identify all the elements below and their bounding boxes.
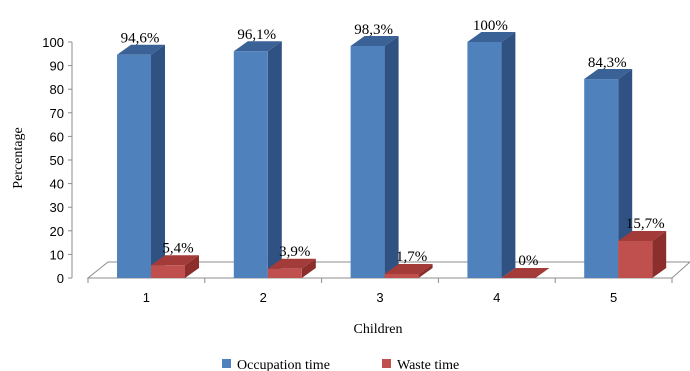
data-label-occupation-time-2: 96,1% [237, 27, 276, 43]
bar-occupation-time-1-side [151, 44, 165, 278]
bar-occupation-time-4-front [467, 42, 502, 278]
data-label-waste-time-2: 3,9% [279, 244, 310, 260]
y-tick-label-30: 30 [50, 200, 64, 215]
bar-occupation-time-2-top [233, 41, 282, 52]
legend-swatch-waste-time [382, 359, 391, 368]
data-label-waste-time-1: 5,4% [162, 240, 193, 256]
y-tick-label-50: 50 [50, 153, 64, 168]
data-label-occupation-time-1: 94,6% [121, 31, 160, 47]
y-axis-title: Percentage [11, 127, 26, 188]
bar-waste-time-1-side [185, 255, 199, 278]
y-tick-label-10: 10 [50, 247, 64, 262]
data-label-waste-time-5: 15,7% [626, 216, 665, 232]
bar-occupation-time-4-top [467, 32, 516, 42]
x-tick-label-4: 4 [493, 290, 500, 305]
bar-occupation-time-2-front [233, 51, 268, 279]
bar-occupation-time-5-top [584, 69, 633, 80]
bar-waste-time-2-front [267, 268, 302, 278]
data-label-waste-time-3: 1,7% [396, 249, 427, 265]
bar-waste-time-5-side [652, 230, 667, 278]
legend-label-occupation-time: Occupation time [237, 358, 330, 371]
bar-waste-time-5-front [618, 240, 653, 278]
bar-occupation-time-3 [350, 36, 399, 279]
bar-waste-time-2-side [301, 258, 316, 278]
bar-occupation-time-2-side [267, 41, 282, 279]
data-label-occupation-time-4: 100% [473, 18, 508, 34]
bar-waste-time-1-top [151, 255, 199, 266]
x-axis-title: Children [354, 322, 403, 337]
y-tick-label-20: 20 [50, 224, 64, 239]
y-tick-label-100: 100 [42, 35, 64, 50]
y-tick-label-80: 80 [50, 82, 64, 97]
bar-waste-time-3 [384, 263, 433, 278]
y-tick-label-60: 60 [50, 129, 64, 144]
bar-occupation-time-1-top [117, 44, 165, 55]
x-tick-label-3: 3 [376, 290, 383, 305]
bar-waste-time-4 [501, 268, 550, 278]
x-tick-label-1: 1 [143, 290, 150, 305]
bar-waste-time-2 [267, 258, 316, 278]
chart-data-labels: 94,6% 5,4% 96,1% 3,9% 98,3% 1,7% 100% 0% 84,3% 15… [121, 18, 665, 269]
bar-waste-time-2-top [267, 258, 316, 269]
chart-bars [117, 32, 667, 279]
y-tick-label-90: 90 [50, 59, 64, 74]
bar-waste-time-5-top [618, 230, 667, 241]
bar-occupation-time-5-front [584, 79, 619, 278]
x-tick-label-5: 5 [610, 290, 617, 305]
legend-swatch-occupation-time [222, 359, 231, 368]
bar-waste-time-4-top [501, 268, 550, 278]
bar-occupation-time-3-side [384, 36, 399, 279]
x-tick-label-2: 2 [260, 290, 267, 305]
y-tick-label-70: 70 [50, 106, 64, 121]
bar-occupation-time-1 [117, 44, 165, 278]
chart-axes: 0 10 20 30 40 50 60 70 80 90 100 1 2 3 4 5 [42, 35, 673, 305]
bar-occupation-time-5-side [618, 69, 633, 278]
bar-occupation-time-4 [467, 32, 516, 278]
bar-waste-time-1 [151, 255, 199, 278]
bar-waste-time-3-side [418, 263, 433, 278]
bar-waste-time-1-front [151, 265, 185, 278]
bar-occupation-time-3-top [350, 36, 399, 47]
legend-label-waste-time: Waste time [397, 358, 459, 371]
bar-occupation-time-5 [584, 69, 633, 278]
data-label-waste-time-4: 0% [518, 253, 538, 269]
legend: Occupation time Waste time [222, 358, 459, 371]
y-tick-label-40: 40 [50, 177, 64, 192]
bar-occupation-time-2 [233, 41, 282, 279]
bar-waste-time-3-front [384, 273, 419, 278]
data-label-occupation-time-3: 98,3% [354, 22, 393, 38]
y-tick-label-0: 0 [57, 271, 64, 286]
bar-occupation-time-1-front [117, 54, 151, 278]
bar-waste-time-5 [618, 230, 667, 278]
bar-waste-time-3-top [384, 263, 433, 274]
data-label-occupation-time-5: 84,3% [588, 55, 627, 71]
bar-occupation-time-4-side [501, 32, 516, 278]
bar-occupation-time-3-front [350, 46, 385, 279]
